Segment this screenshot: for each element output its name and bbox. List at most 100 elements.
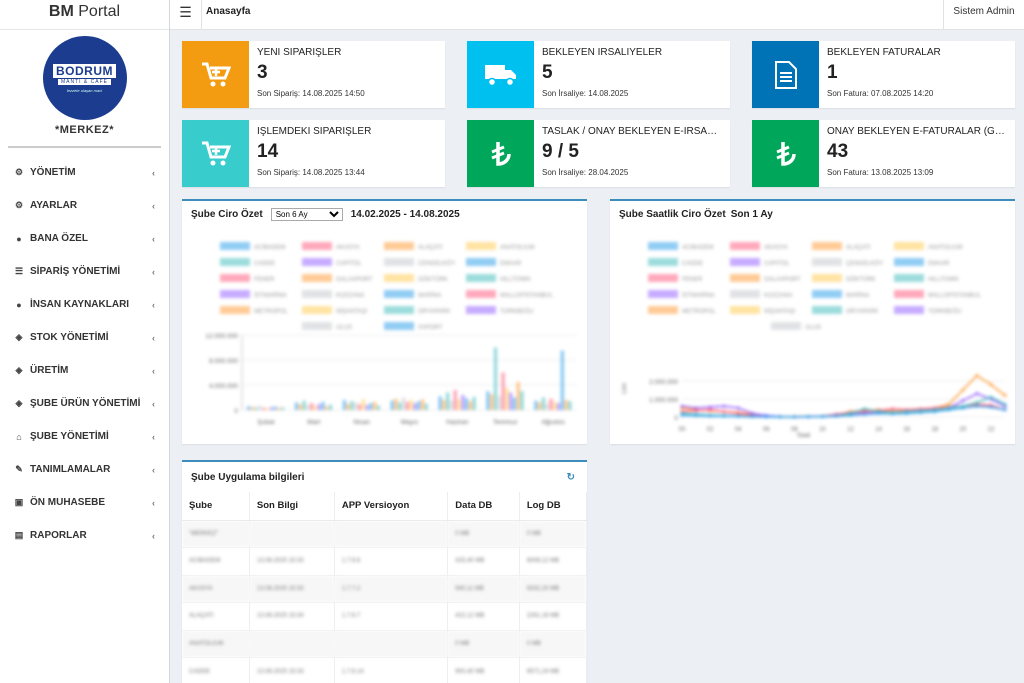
info-box[interactable]: BEKLEYEN FATURALAR 1 Son Fatura: 07.08.202… <box>752 41 1015 108</box>
data-point[interactable] <box>975 392 979 396</box>
bar[interactable] <box>553 401 557 410</box>
legend-label[interactable]: ANATOLIUM <box>928 245 962 251</box>
bar[interactable] <box>294 402 299 411</box>
data-point[interactable] <box>834 414 838 418</box>
legend-label[interactable]: ORYAPARK <box>418 309 450 315</box>
bar[interactable] <box>505 388 509 410</box>
legend-label[interactable]: NİŞANTAŞI <box>764 308 796 315</box>
sidebar-item[interactable]: ◈ ŞUBE ÜRÜN YÖNETİMİ ‹ <box>0 387 169 420</box>
column-header[interactable]: Son Bilgi <box>249 492 335 521</box>
data-point[interactable] <box>694 409 698 413</box>
bar[interactable] <box>361 399 365 410</box>
data-point[interactable] <box>778 415 782 419</box>
bar[interactable] <box>545 403 549 410</box>
bar[interactable] <box>442 400 446 410</box>
legend-label[interactable]: AKASYA <box>336 245 360 251</box>
bar[interactable] <box>461 395 465 410</box>
info-box[interactable]: BEKLEYEN İRSALIYELER 5 Son İrsaliye: 14.08… <box>467 41 730 108</box>
legend-label[interactable]: CADDE <box>254 261 275 267</box>
legend-label[interactable]: MARİNA <box>846 292 869 299</box>
bar[interactable] <box>424 403 428 410</box>
legend-label[interactable]: GÖKTÜRK <box>846 276 876 283</box>
info-box[interactable]: ONAY BEKLEYEN E-FATURALAR (GİB) 43 Son Fat… <box>752 120 1015 187</box>
legend-label[interactable]: TORKBEĞU <box>500 308 534 315</box>
bar[interactable] <box>568 401 572 410</box>
legend-label[interactable]: CAPITOL <box>764 261 790 267</box>
data-point[interactable] <box>680 404 684 408</box>
bar[interactable] <box>313 405 318 410</box>
data-point[interactable] <box>722 404 726 408</box>
bar[interactable] <box>497 396 501 410</box>
legend-label[interactable]: ANATOLIUM <box>500 245 534 251</box>
data-point[interactable] <box>1003 393 1007 397</box>
legend-label[interactable]: NİŞANTAŞI <box>336 308 368 315</box>
legend-label[interactable]: ULUS <box>805 325 821 331</box>
bar[interactable] <box>541 397 545 411</box>
bar[interactable] <box>354 402 358 411</box>
legend-label[interactable]: KOZZANA <box>764 293 792 299</box>
bar[interactable] <box>556 403 561 410</box>
bar[interactable] <box>298 404 302 410</box>
legend-label[interactable]: FENER <box>254 277 275 283</box>
sidebar-item[interactable]: ✎ TANIMLAMALAR ‹ <box>0 453 169 486</box>
bar[interactable] <box>405 401 409 410</box>
data-point[interactable] <box>891 407 895 411</box>
info-box[interactable]: TASLAK / ONAY BEKLEYEN E-İRSALIYELER 9 / … <box>467 120 730 187</box>
data-point[interactable] <box>806 415 810 419</box>
legend-label[interactable]: ALAÇATI <box>418 245 443 251</box>
legend-label[interactable]: CADDE <box>682 261 703 267</box>
data-point[interactable] <box>708 414 712 418</box>
legend-label[interactable]: TORKBEĞU <box>928 308 962 315</box>
data-point[interactable] <box>933 410 937 414</box>
hamburger-menu-icon[interactable]: ☰ <box>170 0 202 30</box>
bar[interactable] <box>516 381 520 410</box>
bar[interactable] <box>306 405 310 410</box>
info-box[interactable]: YENI SIPARIŞLER 3 Son Sipariş: 14.08.2025 … <box>182 41 445 108</box>
bar[interactable] <box>247 406 251 410</box>
data-point[interactable] <box>820 415 824 419</box>
data-point[interactable] <box>919 411 923 414</box>
legend-label[interactable]: CAPITOL <box>336 261 362 267</box>
data-point[interactable] <box>694 406 698 410</box>
series-line[interactable] <box>681 405 1006 418</box>
legend-label[interactable]: FENER <box>682 277 703 283</box>
data-point[interactable] <box>863 412 867 416</box>
column-header[interactable]: Log DB <box>519 492 587 521</box>
legend-label[interactable]: METROPOL <box>254 309 288 315</box>
legend-label[interactable]: HILLTOWN <box>928 277 958 283</box>
data-point[interactable] <box>708 405 712 409</box>
column-header[interactable]: Data DB <box>447 492 520 521</box>
bar[interactable] <box>401 397 406 411</box>
data-point[interactable] <box>975 404 979 408</box>
legend-label[interactable]: ACIBADEM <box>254 245 285 251</box>
bar[interactable] <box>269 407 273 410</box>
legend-label[interactable]: ULUS <box>336 325 352 331</box>
data-point[interactable] <box>947 408 951 412</box>
data-point[interactable] <box>722 414 726 418</box>
series-line[interactable] <box>681 374 1006 418</box>
sidebar-item[interactable]: ⚙ AYARLAR ‹ <box>0 189 169 222</box>
data-point[interactable] <box>849 413 853 417</box>
data-point[interactable] <box>736 406 740 410</box>
sidebar-item[interactable]: ▣ ÖN MUHASEBE ‹ <box>0 486 169 519</box>
legend-label[interactable]: CENGELKÖY <box>418 260 455 267</box>
data-point[interactable] <box>736 411 740 415</box>
bar[interactable] <box>453 390 457 410</box>
bar[interactable] <box>560 350 564 410</box>
sidebar-item[interactable]: ⌂ ŞUBE YÖNETİMİ ‹ <box>0 420 169 453</box>
legend-label[interactable]: EMAAR <box>500 261 522 267</box>
legend-label[interactable]: KOZZANA <box>336 293 364 299</box>
bar[interactable] <box>310 403 314 410</box>
bar[interactable] <box>472 396 476 410</box>
bar[interactable] <box>457 399 461 410</box>
data-point[interactable] <box>680 413 684 417</box>
data-point[interactable] <box>694 414 698 418</box>
sidebar-item[interactable]: ● İNSAN KAYNAKLARI ‹ <box>0 288 169 321</box>
sidebar-item[interactable]: ▤ RAPORLAR ‹ <box>0 519 169 552</box>
info-box[interactable]: İŞLEMDEKI SIPARIŞLER 14 Son Sipariş: 14.08… <box>182 120 445 187</box>
bar[interactable] <box>534 400 538 410</box>
bar[interactable] <box>413 403 417 410</box>
data-point[interactable] <box>764 415 768 419</box>
bar[interactable] <box>520 391 524 410</box>
legend-label[interactable]: GÖKTÜRK <box>418 276 448 283</box>
